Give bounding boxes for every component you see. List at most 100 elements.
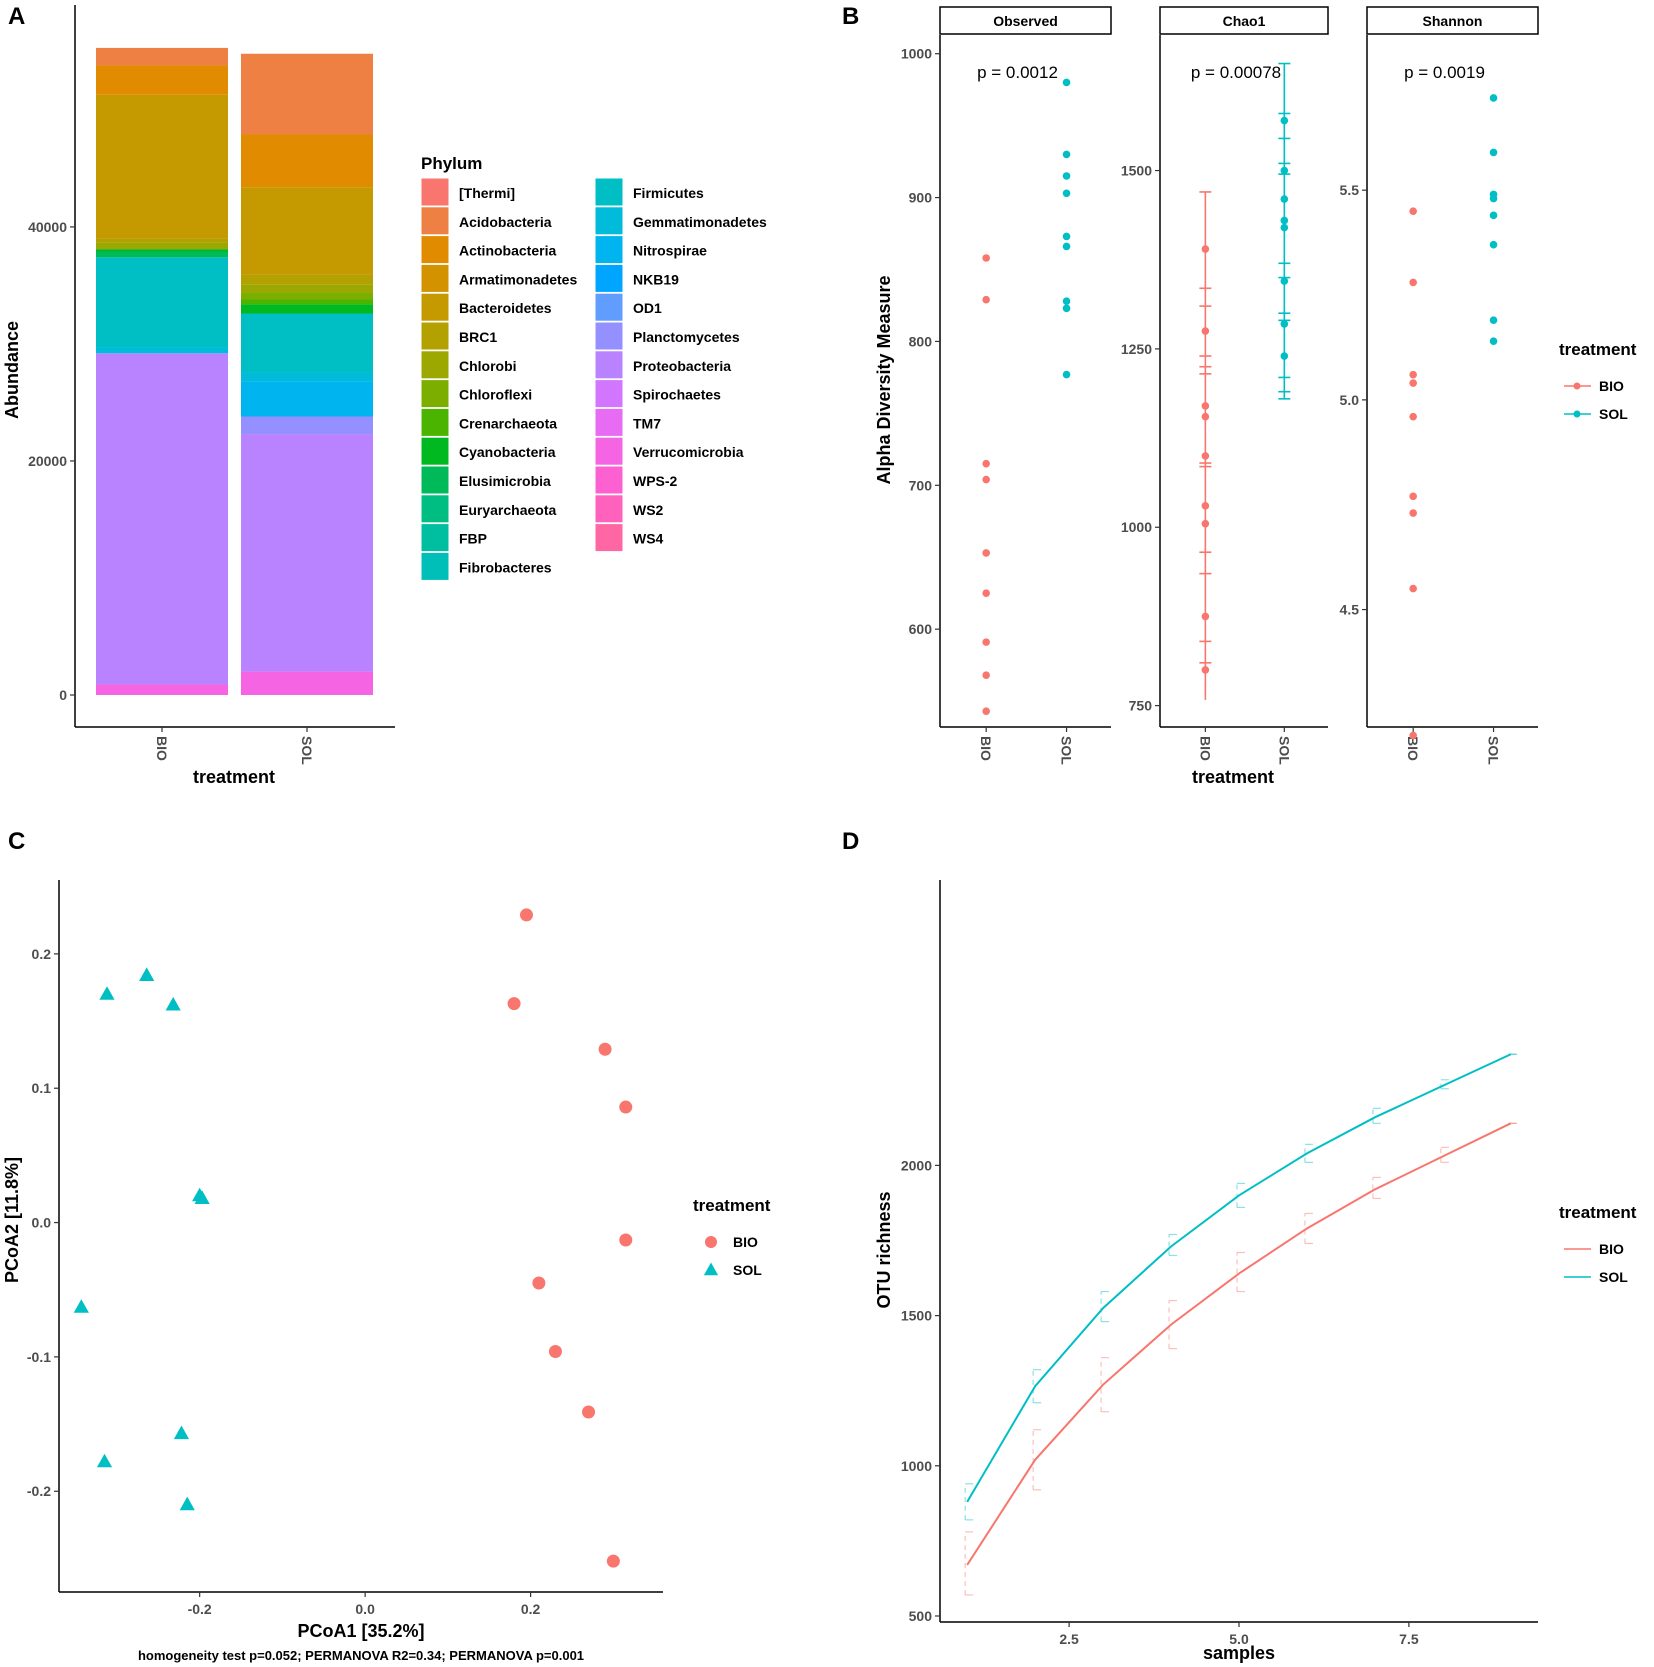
- panel-b-chao1-p-value: p = 0.00078: [1191, 63, 1281, 82]
- panel-a-legend-swatch: [594, 465, 624, 495]
- panel-b-chao1-x-tick-label: BIO: [1197, 736, 1213, 761]
- panel-b-shannon-bio-point: [1409, 492, 1417, 501]
- panel-c-y-tick-label: 0.0: [32, 1215, 52, 1231]
- panel-b-chao1-bio-point: [1201, 245, 1210, 253]
- panel-a-x-tick-label: SOL: [299, 736, 315, 765]
- panel-b-shannon-strip: [1366, 6, 1539, 35]
- panel-a-legend-title: Phylum: [421, 154, 482, 173]
- panel-b-shannon-bio-point: [1409, 412, 1417, 421]
- panel-d-label: D: [842, 828, 859, 855]
- panel-c-sol-point: [139, 967, 155, 981]
- panel-b-observed-sol-point: [1062, 232, 1071, 241]
- panel-b-observed-sol-point: [1062, 242, 1071, 251]
- panel-b-alpha-diversity: Alpha Diversity Measure Observed 600 700 800…: [874, 6, 1637, 787]
- panel-b-observed-sol-point: [1062, 172, 1071, 180]
- panel-c-bio-point: [619, 1100, 633, 1114]
- panel-b-shannon-p-value: p = 0.0019: [1404, 63, 1485, 82]
- panel-a-legend-swatch: [594, 379, 624, 409]
- panel-b-shannon-y-tick-label: 5.0: [1340, 392, 1360, 408]
- panel-a-legend-swatch: [420, 436, 450, 466]
- panel-a-legend-swatch: [420, 235, 450, 265]
- panel-d-bio-rarefaction-line: [966, 1122, 1512, 1566]
- bar-segment-sol-gemmatimonadetes: [241, 372, 373, 382]
- panel-b-observed-y-tick-label: 800: [909, 333, 933, 349]
- panel-b-chao1-bio-point: [1201, 412, 1210, 421]
- panel-b-observed-bio-point: [982, 475, 990, 484]
- panel-b-chao1-sol-point: [1280, 277, 1289, 285]
- panel-a-legend-label: NKB19: [633, 271, 679, 287]
- panel-b-observed-bio-point: [982, 549, 990, 557]
- panel-d-y-tick-label: 1000: [901, 1458, 932, 1474]
- panel-c-sol-point: [173, 1425, 190, 1440]
- panel-a-stacked-bar-chart: Abundance 0 20000 40000 BIO SOL treatment Phylu…: [2, 5, 767, 787]
- panel-c-bio-point: [532, 1276, 546, 1290]
- panel-a-legend-label: Firmicutes: [633, 185, 704, 201]
- panel-b-chao1-sol-point: [1280, 352, 1289, 360]
- panel-b-shannon-sol-point: [1489, 316, 1498, 324]
- panel-c-bio-point: [606, 1554, 620, 1568]
- panel-a-legend-label: [Thermi]: [459, 185, 515, 201]
- panel-b-shannon-bio-point: [1409, 731, 1417, 740]
- panel-a-legend-swatch: [420, 494, 450, 524]
- panel-b-y-axis-title: Alpha Diversity Measure: [874, 275, 894, 484]
- panel-a-legend-swatch: [420, 379, 450, 409]
- panel-b-observed-sol-point: [1062, 78, 1071, 87]
- panel-b-chao1-sol-point: [1280, 223, 1289, 232]
- panel-b-chao1-sol-point: [1280, 216, 1289, 225]
- bar-segment-sol-brc1: [241, 274, 373, 285]
- bar-segment-sol-cyanobacteria: [241, 304, 373, 314]
- panel-b-chao1-y-tick-label: 1500: [1121, 163, 1152, 179]
- panel-a-x-axis-title: treatment: [193, 767, 275, 787]
- panel-a-legend-swatch: [420, 465, 450, 495]
- panel-c-bio-point: [507, 997, 521, 1011]
- panel-b-chao1-bio-point: [1201, 452, 1210, 460]
- panel-a-y-axis-title: Abundance: [2, 321, 22, 419]
- bar-segment-sol-firmicutes: [241, 313, 373, 373]
- bar-segment-sol-chloroflexi: [241, 292, 373, 300]
- panel-b-shannon-x-tick-label: SOL: [1486, 736, 1502, 765]
- panel-b-chao1-strip-label: Chao1: [1223, 13, 1266, 29]
- panel-b-observed-bio-point: [982, 638, 990, 646]
- panel-a-legend-label: Euryarchaeota: [459, 502, 556, 518]
- panel-b-shannon-sol-point: [1489, 337, 1498, 345]
- panel-b-chao1-bio-point: [1201, 502, 1210, 510]
- panel-b-shannon-y-tick-label: 5.5: [1340, 182, 1360, 198]
- panel-c-bio-point: [519, 908, 533, 922]
- bar-segment-sol-acidobacteria: [241, 53, 373, 135]
- bar-segment-sol-nitrospirae: [241, 381, 373, 417]
- panel-b-chao1-sol-point: [1280, 166, 1289, 175]
- panel-b-chao1-bio-point: [1201, 519, 1210, 528]
- panel-a-legend-swatch: [594, 292, 624, 322]
- panel-b-observed-bio-point: [982, 707, 990, 715]
- panel-a-legend-swatch: [420, 263, 450, 293]
- panel-c-sol-point: [165, 996, 181, 1011]
- panel-a-label: A: [8, 3, 25, 30]
- panel-a-legend-swatch: [420, 206, 450, 236]
- panel-c-legend-key-circle: [705, 1236, 717, 1248]
- panel-b-observed-strip: [939, 6, 1112, 35]
- panel-b-observed-y-tick-label: 700: [909, 477, 933, 493]
- panel-b-chao1-y-tick-label: 1250: [1121, 341, 1152, 357]
- panel-a-y-tick-label: 0: [59, 687, 67, 703]
- bar-segment-bio-elusimicrobia: [96, 251, 228, 258]
- panel-a-legend-label: Verrucomicrobia: [633, 444, 744, 460]
- panel-c-legend-label: BIO: [733, 1234, 758, 1250]
- panel-d-legend-title: treatment: [1559, 1203, 1637, 1222]
- panel-b-shannon-sol-point: [1489, 240, 1498, 249]
- panel-a-legend-label: Chlorobi: [459, 358, 517, 374]
- panel-a-legend-swatch: [594, 436, 624, 466]
- bar-segment-sol-verrucomicrobia: [241, 671, 373, 695]
- panel-b-observed-y-tick-label: 900: [909, 190, 933, 206]
- panel-b-observed-y-tick-label: 1000: [901, 46, 932, 62]
- panel-d-sol-rarefaction-line: [966, 1053, 1512, 1503]
- panel-c-sol-point: [96, 1453, 113, 1468]
- panel-c-caption: homogeneity test p=0.052; PERMANOVA R2=0…: [138, 1648, 584, 1663]
- panel-c-bio-point: [582, 1405, 596, 1419]
- panel-b-legend-label: BIO: [1599, 378, 1624, 394]
- panel-b-observed-sol-point: [1062, 189, 1071, 198]
- panel-b-shannon-strip-label: Shannon: [1423, 13, 1483, 29]
- panel-b-observed-bio-point: [982, 295, 990, 304]
- panel-a-legend-label: Spirochaetes: [633, 387, 721, 403]
- panel-d-legend-label: BIO: [1599, 1241, 1624, 1257]
- panel-a-legend-label: Planctomycetes: [633, 329, 740, 345]
